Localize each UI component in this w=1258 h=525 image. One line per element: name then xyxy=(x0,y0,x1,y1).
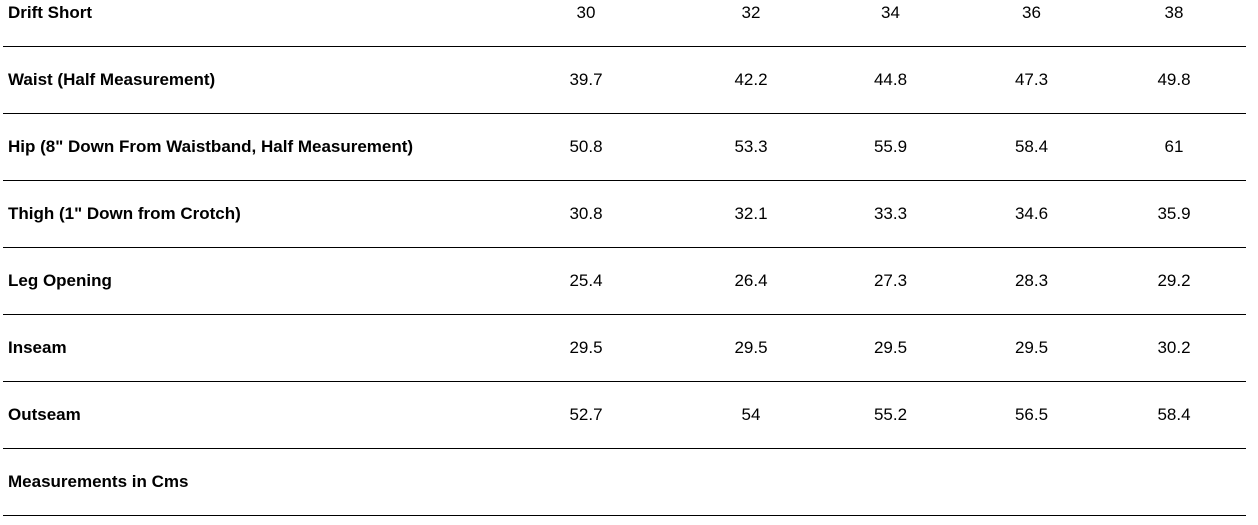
cell-value: 52.7 xyxy=(490,381,682,449)
cell-value: 58.4 xyxy=(961,113,1102,181)
table-row: Thigh (1" Down from Crotch) 30.8 32.1 33.3 3… xyxy=(3,180,1246,248)
cell-value: 47.3 xyxy=(961,46,1102,114)
cell-value: 29.5 xyxy=(682,314,820,382)
cell-value: 26.4 xyxy=(682,247,820,315)
cell-value: 53.3 xyxy=(682,113,820,181)
cell-value: 61 xyxy=(1102,113,1246,181)
cell-value: 39.7 xyxy=(490,46,682,114)
cell-value: 36 xyxy=(961,0,1102,47)
cell-value: 42.2 xyxy=(682,46,820,114)
cell-value: 32.1 xyxy=(682,180,820,248)
cell-value: 29.5 xyxy=(820,314,961,382)
cell-value: 35.9 xyxy=(1102,180,1246,248)
row-label: Outseam xyxy=(3,381,490,449)
cell-value: 33.3 xyxy=(820,180,961,248)
cell-value: 54 xyxy=(682,381,820,449)
table-row: Waist (Half Measurement) 39.7 42.2 44.8 47.3… xyxy=(3,46,1246,114)
table-body: Drift Short 30 32 34 36 38 Waist (Half Measure… xyxy=(3,0,1246,516)
row-label: Inseam xyxy=(3,314,490,382)
table-row: Leg Opening 25.4 26.4 27.3 28.3 29.2 xyxy=(3,247,1246,315)
table-row: Drift Short 30 32 34 36 38 xyxy=(3,0,1246,47)
cell-value: 56.5 xyxy=(961,381,1102,449)
cell-value: 30.2 xyxy=(1102,314,1246,382)
cell-value: 50.8 xyxy=(490,113,682,181)
size-table: Drift Short 30 32 34 36 38 Waist (Half Measure… xyxy=(3,0,1246,516)
table-row: Inseam 29.5 29.5 29.5 29.5 30.2 xyxy=(3,314,1246,382)
cell-value: 38 xyxy=(1102,0,1246,47)
cell-value: 29.5 xyxy=(961,314,1102,382)
footer-row: Measurements in Cms xyxy=(3,448,1246,516)
cell-value: 25.4 xyxy=(490,247,682,315)
cell-value: 30.8 xyxy=(490,180,682,248)
cell-value: 32 xyxy=(682,0,820,47)
row-label: Leg Opening xyxy=(3,247,490,315)
cell-value: 49.8 xyxy=(1102,46,1246,114)
cell-value: 29.2 xyxy=(1102,247,1246,315)
row-label: Waist (Half Measurement) xyxy=(3,46,490,114)
table-row: Hip (8" Down From Waistband, Half Measur… xyxy=(3,113,1246,181)
row-label: Thigh (1" Down from Crotch) xyxy=(3,180,490,248)
cell-value: 44.8 xyxy=(820,46,961,114)
cell-value: 58.4 xyxy=(1102,381,1246,449)
cell-value: 28.3 xyxy=(961,247,1102,315)
table-row: Outseam 52.7 54 55.2 56.5 58.4 xyxy=(3,381,1246,449)
row-label: Drift Short xyxy=(3,0,490,47)
row-label: Hip (8" Down From Waistband, Half Measur… xyxy=(3,113,490,181)
cell-value: 34 xyxy=(820,0,961,47)
cell-value: 27.3 xyxy=(820,247,961,315)
cell-value: 55.2 xyxy=(820,381,961,449)
cell-value: 30 xyxy=(490,0,682,47)
cell-value: 55.9 xyxy=(820,113,961,181)
cell-value: 34.6 xyxy=(961,180,1102,248)
cell-value: 29.5 xyxy=(490,314,682,382)
footer-note: Measurements in Cms xyxy=(3,448,1246,516)
